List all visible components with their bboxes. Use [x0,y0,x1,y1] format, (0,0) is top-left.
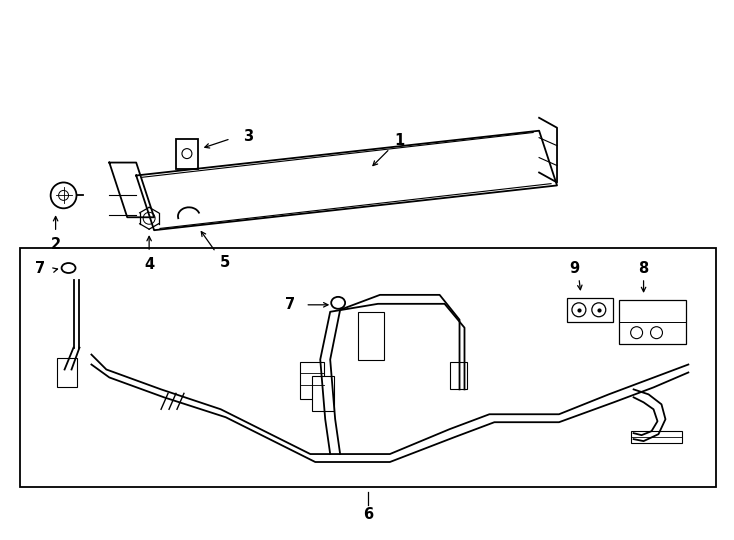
Bar [176,139,198,168]
Bar [631,431,683,443]
Bar [358,312,384,360]
Bar [57,357,76,387]
Text: 2: 2 [51,237,61,252]
Text: 8: 8 [639,260,649,275]
Text: 6: 6 [363,507,373,522]
Bar [567,298,613,322]
Text: 7: 7 [34,260,45,275]
Bar [619,300,686,343]
Text: 1: 1 [395,133,405,148]
Bar [300,361,324,400]
Text: 9: 9 [569,260,579,275]
Text: 3: 3 [244,129,254,144]
Text: 5: 5 [219,254,230,269]
Bar [449,361,468,389]
Text: 4: 4 [144,256,154,272]
Bar [312,376,334,411]
Text: 7: 7 [286,298,296,312]
Bar [20,248,716,487]
